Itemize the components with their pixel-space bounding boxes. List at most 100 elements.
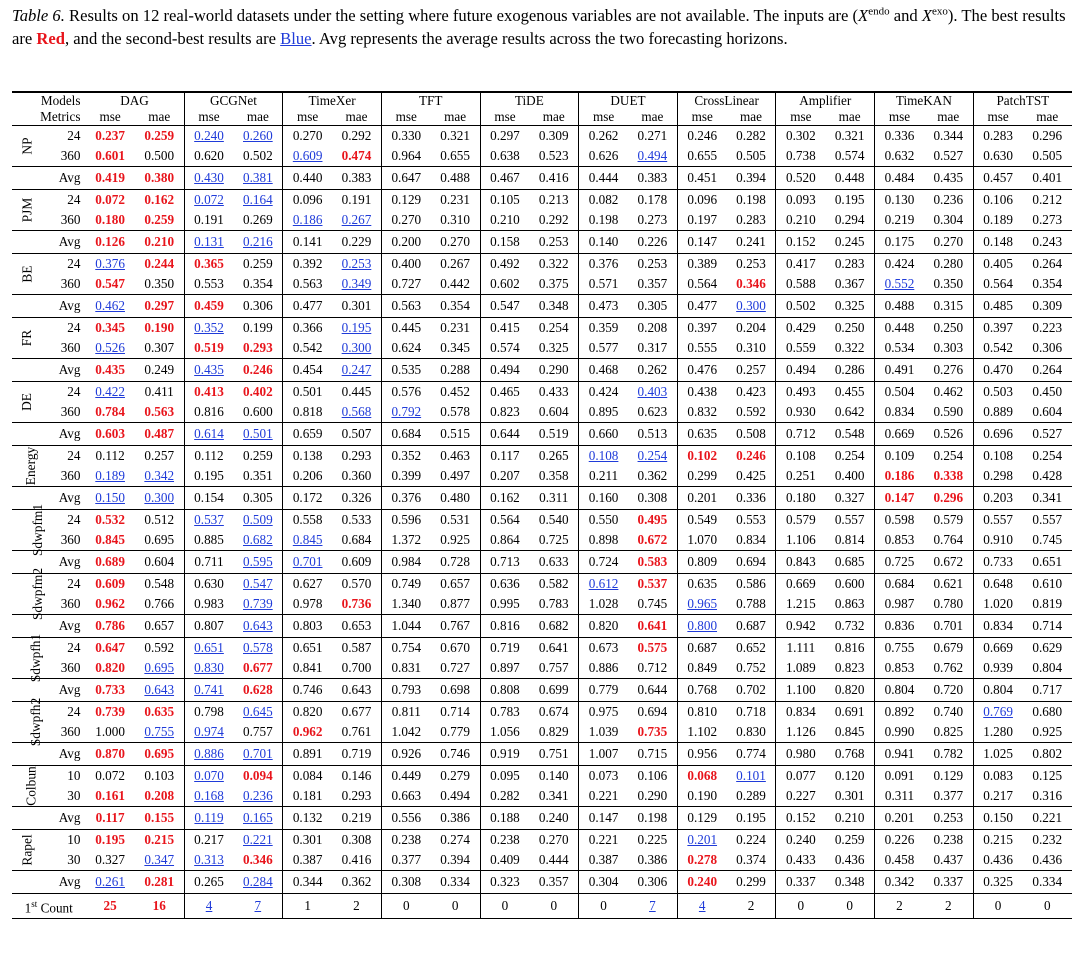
value-cell: 0.609	[282, 146, 333, 167]
value-cell: 0.265	[183, 870, 234, 894]
value-cell: 0.491	[874, 358, 924, 382]
value-cell: 0.262	[627, 358, 678, 382]
value-cell: 0.301	[332, 294, 382, 318]
value-cell: 0	[529, 892, 579, 920]
avg-label: Avg	[42, 678, 86, 702]
value-cell: 0.206	[282, 466, 333, 487]
value-cell: 0	[578, 892, 628, 920]
model-header: PatchTST	[972, 91, 1072, 109]
value-cell: 0.236	[243, 788, 273, 803]
value-cell: 0.304	[578, 870, 628, 894]
value-cell: 0.273	[1032, 212, 1063, 227]
value-cell: 0.346	[736, 276, 766, 291]
value-cell: 0.210	[134, 230, 185, 254]
metric-header: mae	[740, 109, 762, 124]
value-cell: 0	[380, 892, 431, 920]
value-cell: 0.330	[380, 125, 431, 146]
value-cell: 0.323	[479, 870, 530, 894]
value-cell: 0.684	[341, 532, 372, 547]
value-cell: 0.719	[479, 637, 530, 658]
value-cell: 0.836	[874, 614, 924, 638]
value-cell: 0.588	[775, 274, 826, 295]
metric-header: mae	[148, 109, 171, 124]
value-cell: 0.308	[332, 829, 382, 850]
model-header: Amplifier	[775, 91, 875, 109]
value-cell: 0.068	[676, 765, 727, 786]
horizon-label: 30	[67, 788, 81, 803]
value-cell: 0.519	[183, 338, 234, 359]
value-cell: 0.494	[440, 788, 470, 803]
value-cell: 0.240	[529, 806, 579, 830]
value-cell: 0.682	[243, 532, 273, 547]
value-cell: 0.493	[775, 381, 826, 402]
value-cell: 0.436	[1032, 852, 1063, 867]
value-cell: 1.100	[775, 678, 826, 702]
value-cell: 0.240	[183, 125, 234, 146]
value-cell: 0.259	[233, 445, 283, 466]
value-cell: 0.251	[775, 466, 826, 487]
value-cell: 0.732	[825, 614, 875, 638]
avg-label: Avg	[42, 870, 86, 894]
value-cell: 0.178	[627, 189, 678, 210]
empty-cell	[12, 614, 43, 638]
value-cell: 0.719	[332, 742, 382, 766]
horizon-label: 360	[60, 596, 81, 611]
table-row: BE 24 0.376 0.244 0.365 0.259 0.392 0.253 0.400 0…	[12, 253, 1072, 295]
value-cell: 0.558	[282, 509, 333, 530]
value-cell: 0.425	[736, 468, 766, 483]
value-cell: 0.106	[972, 189, 1023, 210]
value-cell: 0.289	[736, 788, 766, 803]
value-cell: 0.300	[134, 486, 185, 510]
value-cell: 0.337	[775, 870, 826, 894]
value-cell: 0.305	[233, 486, 283, 510]
value-cell: 0.190	[676, 786, 727, 807]
value-cell: 0.354	[1032, 276, 1063, 291]
dataset-name: Sdwpfh2	[12, 698, 43, 746]
value-cell: 0.713	[479, 550, 530, 574]
value-cell: 0.237	[85, 125, 135, 146]
dataset-name: BE	[12, 253, 43, 295]
value-cell: 0.342	[874, 870, 924, 894]
value-cell: 0.270	[923, 230, 974, 254]
value-cell: 0.310	[736, 340, 766, 355]
value-cell: 0.198	[726, 189, 776, 210]
value-cell: 1.280	[972, 722, 1023, 743]
value-cell: 0.823	[834, 660, 865, 675]
horizon-label: 24	[42, 189, 86, 210]
value-cell: 0.962	[282, 722, 333, 743]
metric-header: mse	[479, 109, 530, 126]
value-cell: 0.695	[144, 660, 175, 675]
value-cell: 0.141	[282, 230, 333, 254]
value-cell: 0.590	[933, 404, 964, 419]
table-row: 360 1.000 0.755 0.974 0.757 0.962 0.761 1.042 0.…	[12, 722, 1072, 743]
empty-cell	[12, 230, 43, 254]
value-cell: 0.108	[775, 445, 826, 466]
value-cell: 0.210	[479, 210, 530, 231]
value-cell: 0.103	[134, 765, 185, 786]
value-cell: 0.150	[972, 806, 1023, 830]
dataset-name: Energy	[12, 445, 43, 487]
value-cell: 0.381	[233, 166, 283, 190]
value-cell: 0.682	[529, 614, 579, 638]
value-cell: 0.604	[538, 404, 569, 419]
avg-row: Avg 0.603 0.487 0.614 0.501 0.659 0.507 0.684 0.…	[12, 422, 1072, 446]
value-cell: 0.655	[676, 146, 727, 167]
value-cell: 0.096	[282, 189, 333, 210]
value-cell: 0.213	[529, 189, 579, 210]
value-cell: 0.191	[183, 210, 234, 231]
value-cell: 0.250	[923, 317, 974, 338]
model-header: CrossLinear	[676, 91, 776, 109]
value-cell: 0.628	[233, 678, 283, 702]
value-cell: 0.091	[874, 765, 924, 786]
value-cell: 0.264	[1022, 358, 1072, 382]
value-cell: 0.309	[1022, 294, 1072, 318]
value-cell: 0.216	[233, 230, 283, 254]
metric-header: mse	[874, 109, 924, 126]
count-label-text: Count	[37, 900, 73, 916]
value-cell: 0.657	[134, 614, 185, 638]
value-cell: 0.181	[282, 786, 333, 807]
value-cell: 0.564	[676, 274, 727, 295]
value-cell: 0.433	[775, 850, 826, 871]
value-cell: 0.687	[726, 614, 776, 638]
value-cell: 0.244	[134, 253, 185, 274]
